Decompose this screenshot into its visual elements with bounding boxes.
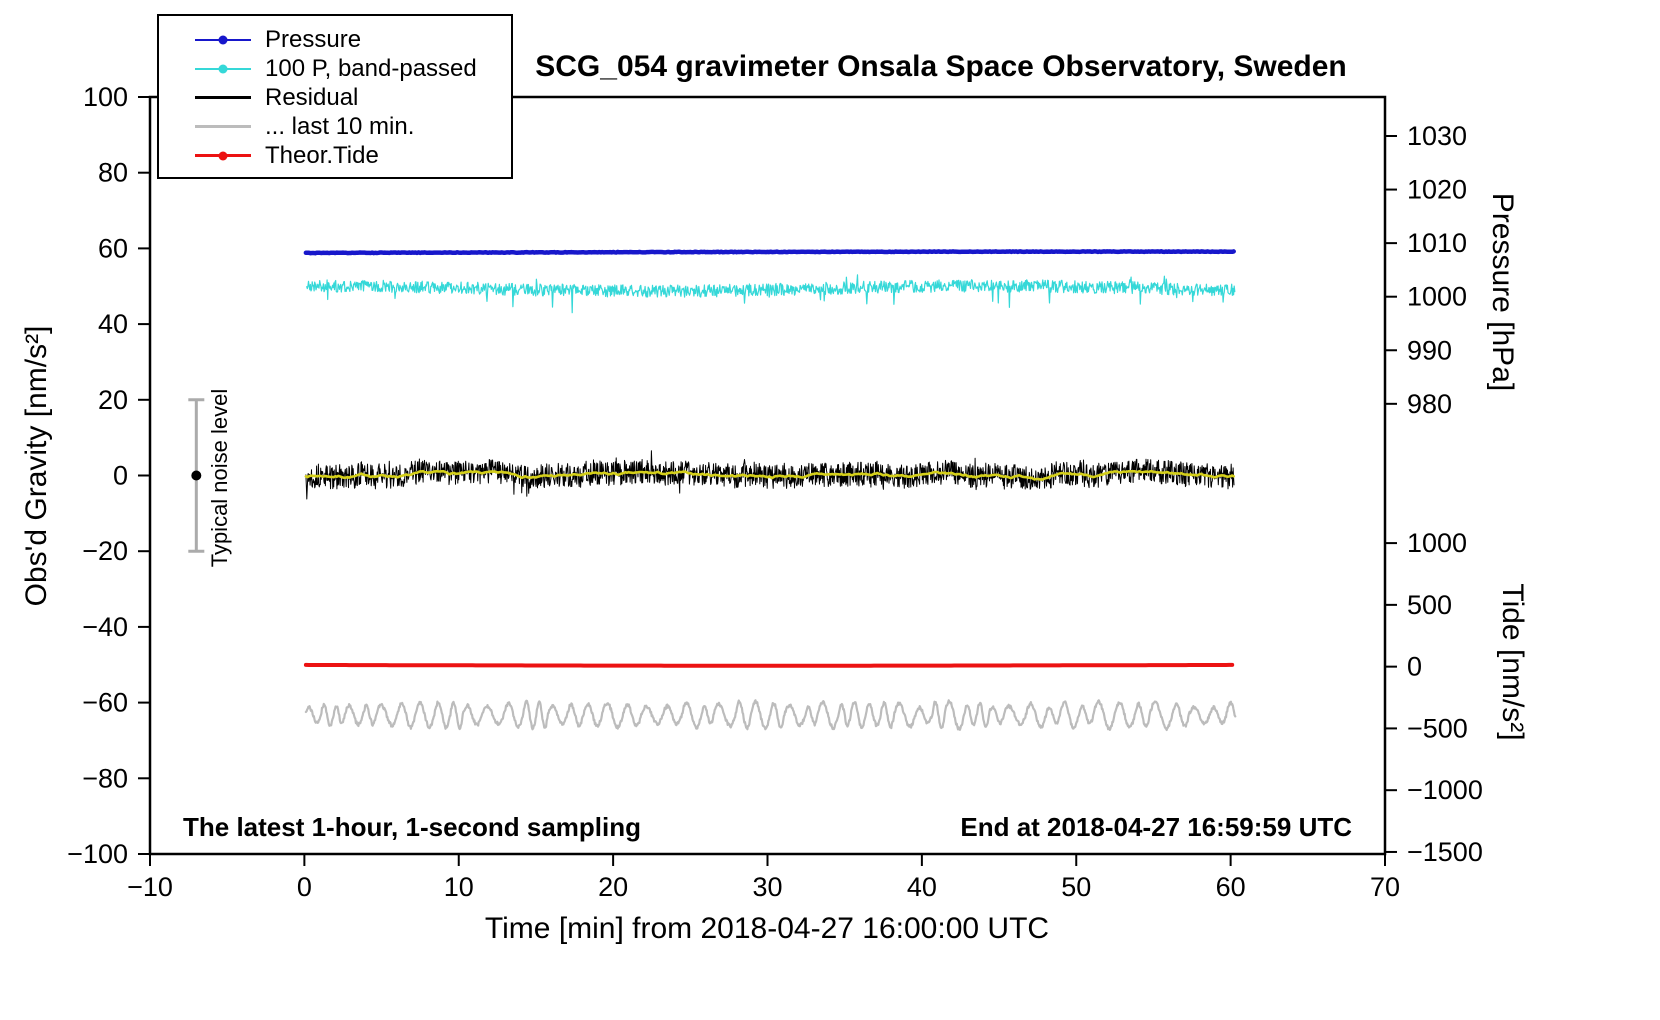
legend-item: Residual xyxy=(159,83,511,112)
x-tick-label: 40 xyxy=(907,872,937,902)
y-left-tick-label: 60 xyxy=(98,233,128,263)
pressure-tick-label: 990 xyxy=(1407,335,1452,365)
tide-tick-label: 500 xyxy=(1407,590,1452,620)
legend-marker-icon xyxy=(195,64,251,73)
tide-tick-label: 0 xyxy=(1407,652,1422,682)
y-left-tick-label: −20 xyxy=(82,536,128,566)
legend-marker-icon xyxy=(195,125,251,128)
legend-marker-icon xyxy=(195,151,251,160)
x-axis-label: Time [min] from 2018-04-27 16:00:00 UTC xyxy=(484,912,1050,945)
tide-tick-label: 1000 xyxy=(1407,528,1467,558)
noise-level-label: Typical noise level xyxy=(207,388,232,568)
x-tick-label: 30 xyxy=(752,872,782,902)
noise-level-dot xyxy=(191,470,202,481)
tide-tick-label: −1500 xyxy=(1407,837,1483,867)
x-tick-label: 60 xyxy=(1216,872,1246,902)
pressure-tick-label: 1010 xyxy=(1407,228,1467,258)
y-axis-label-tide: Tide [nm/s²] xyxy=(1496,583,1529,741)
y-left-tick-label: 40 xyxy=(98,309,128,339)
pressure-tick-label: 980 xyxy=(1407,389,1452,419)
x-tick-label: 20 xyxy=(598,872,628,902)
y-left-tick-label: 100 xyxy=(83,82,128,112)
y-left-tick-label: −100 xyxy=(67,839,128,869)
pressure-tick-label: 1000 xyxy=(1407,282,1467,312)
y-left-tick-label: 0 xyxy=(113,461,128,491)
plot-frame xyxy=(148,95,1387,856)
y-left-tick-label: −60 xyxy=(82,688,128,718)
series-band-passed-pressure xyxy=(306,274,1236,314)
legend-item: 100 P, band-passed xyxy=(159,54,511,83)
legend-item: Pressure xyxy=(159,25,511,54)
y-axis-label-gravity: Obs'd Gravity [nm/s²] xyxy=(20,325,53,607)
y-left-tick-label: 20 xyxy=(98,385,128,415)
x-tick-label: 0 xyxy=(297,872,312,902)
legend-item: Theor.Tide xyxy=(159,141,511,170)
tide-tick-label: −1000 xyxy=(1407,775,1483,805)
legend-marker-icon xyxy=(195,35,251,44)
series-last-10-min xyxy=(304,699,1237,732)
legend-marker-icon xyxy=(195,96,251,99)
series-pressure xyxy=(303,249,1236,256)
series-theoretical-tide xyxy=(303,662,1235,668)
y-left-tick-label: −80 xyxy=(82,763,128,793)
series-residual-smoothed xyxy=(304,469,1235,481)
pressure-tick-label: 1030 xyxy=(1407,121,1467,151)
legend: Pressure 100 P, band-passed Residual... la… xyxy=(157,14,513,179)
legend-label: Residual xyxy=(265,83,359,111)
y-left-tick-label: 80 xyxy=(98,158,128,188)
y-left-tick-label: −40 xyxy=(82,612,128,642)
annotation-sampling: The latest 1-hour, 1-second sampling xyxy=(183,812,641,842)
x-tick-label: 70 xyxy=(1370,872,1400,902)
x-tick-label: 50 xyxy=(1061,872,1091,902)
series-residual xyxy=(305,450,1235,500)
legend-label: 100 P, band-passed xyxy=(265,54,477,82)
legend-label: ... last 10 min. xyxy=(265,112,415,140)
pressure-tick-label: 1020 xyxy=(1407,175,1467,205)
x-tick-label: 10 xyxy=(444,872,474,902)
legend-item: ... last 10 min. xyxy=(159,112,511,141)
chart-title: SCG_054 gravimeter Onsala Space Observat… xyxy=(535,50,1347,83)
tide-tick-label: −500 xyxy=(1407,713,1468,743)
x-tick-label: −10 xyxy=(127,872,173,902)
annotation-end-time: End at 2018-04-27 16:59:59 UTC xyxy=(960,812,1352,842)
legend-label: Pressure xyxy=(265,25,362,53)
legend-label: Theor.Tide xyxy=(265,141,379,169)
y-axis-label-pressure: Pressure [hPa] xyxy=(1486,192,1519,392)
